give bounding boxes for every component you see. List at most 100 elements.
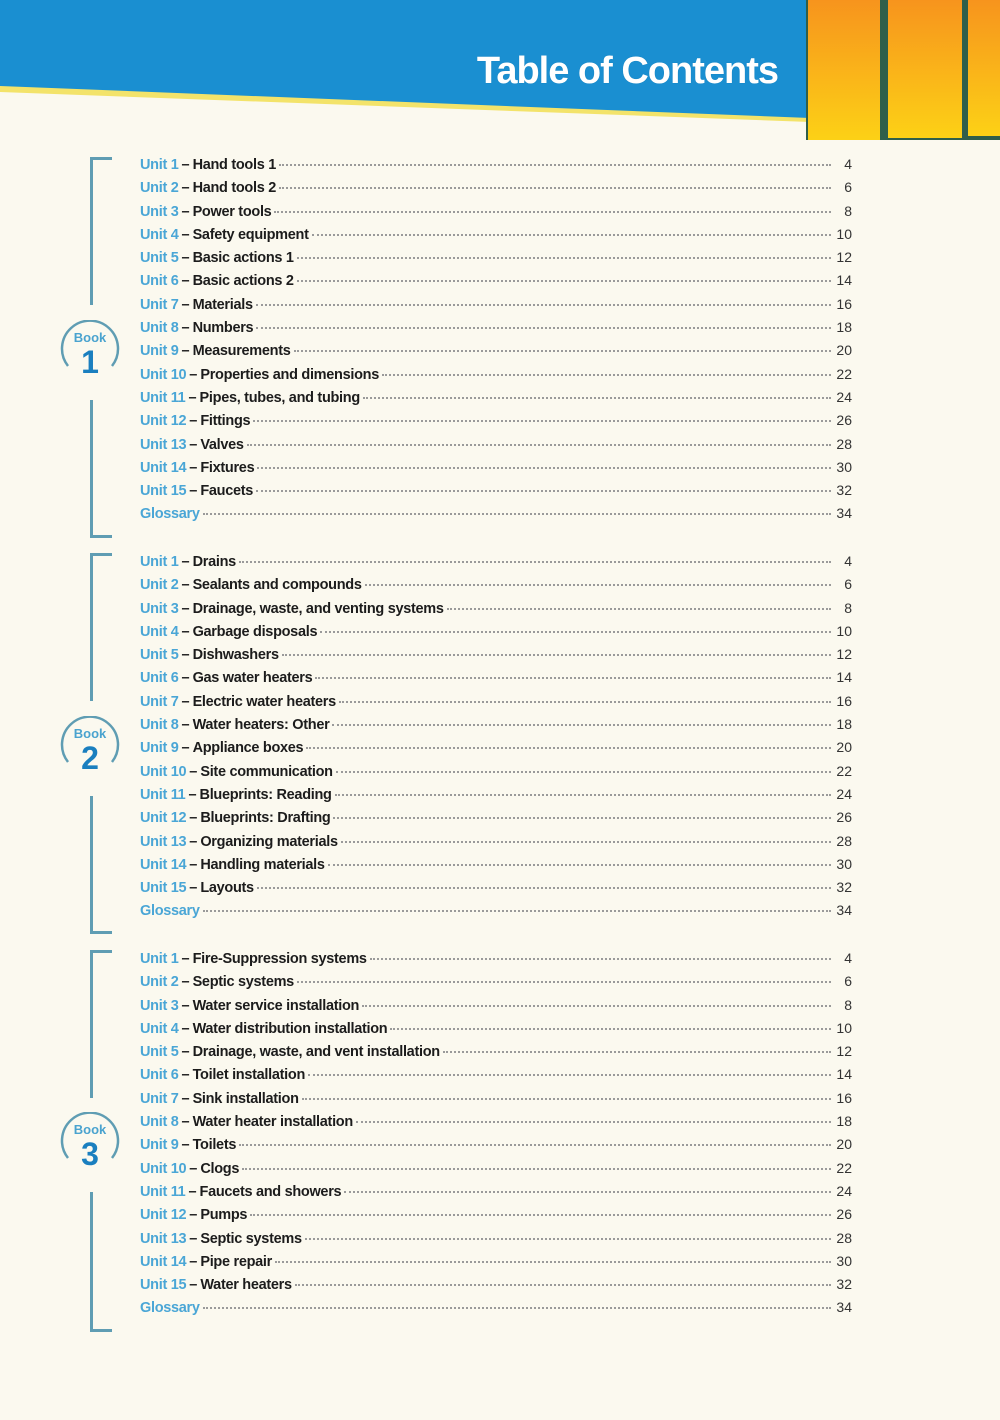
toc-entry[interactable]: Unit 12– Pumps 26 <box>140 1206 852 1224</box>
dot-leader <box>256 327 831 330</box>
toc-glossary[interactable]: Glossary 34 <box>140 1299 852 1317</box>
dot-leader <box>306 747 831 750</box>
dot-leader <box>257 466 831 469</box>
dot-leader <box>315 677 831 680</box>
toc-entry[interactable]: Unit 6– Toilet installation 14 <box>140 1066 852 1084</box>
page-title: Table of Contents <box>476 50 779 92</box>
dot-leader <box>327 863 831 866</box>
toc-entry[interactable]: Unit 14– Pipe repair 30 <box>140 1252 852 1270</box>
toc-entry[interactable]: Unit 3– Drainage, waste, and venting syst… <box>140 599 852 617</box>
book-bracket-bottom <box>90 796 112 934</box>
book-bracket-bottom <box>90 400 112 538</box>
toc-entry[interactable]: Unit 7– Materials 16 <box>140 295 852 313</box>
toc-entry[interactable]: Unit 7– Sink installation 16 <box>140 1089 852 1107</box>
toc-entry[interactable]: Unit 3– Power tools 8 <box>140 202 852 220</box>
toc-entry[interactable]: Unit 10– Clogs 22 <box>140 1159 852 1177</box>
toc-list: Unit 1– Drains 4 Unit 2– Sealants and compo… <box>140 553 852 926</box>
dot-leader <box>238 561 831 563</box>
toc-entry[interactable]: Unit 2– Septic systems 6 <box>140 973 852 991</box>
dot-leader <box>246 443 831 446</box>
dot-leader <box>304 1237 831 1240</box>
toc-entry[interactable]: Unit 8– Water heater installation 18 <box>140 1113 852 1131</box>
toc-entry[interactable]: Unit 11– Pipes, tubes, and tubing 24 <box>140 388 852 406</box>
toc-entry[interactable]: Unit 11– Faucets and showers 24 <box>140 1182 852 1200</box>
dot-leader <box>364 584 831 587</box>
toc-entry[interactable]: Unit 13– Valves 28 <box>140 435 852 453</box>
toc-glossary[interactable]: Glossary 34 <box>140 902 852 920</box>
toc-entry[interactable]: Unit 5– Drainage, waste, and vent install… <box>140 1043 852 1061</box>
dot-leader <box>202 1307 831 1310</box>
dot-leader <box>239 1144 831 1147</box>
dot-leader <box>253 420 831 423</box>
dot-leader <box>296 280 831 283</box>
dot-leader <box>320 630 831 633</box>
book-bracket-top <box>90 553 112 701</box>
toc-entry[interactable]: Unit 13– Organizing materials 28 <box>140 832 852 850</box>
circle-badge-icon <box>60 716 120 763</box>
dot-leader <box>369 958 831 960</box>
dot-leader <box>446 607 831 610</box>
dot-leader <box>294 1284 831 1287</box>
toc-entry[interactable]: Unit 9– Toilets 20 <box>140 1136 852 1154</box>
toc-entry[interactable]: Unit 3– Water service installation 8 <box>140 996 852 1014</box>
dot-leader <box>338 700 831 703</box>
toc-entry[interactable]: Unit 14– Handling materials 30 <box>140 855 852 873</box>
dot-leader <box>362 1004 831 1007</box>
toc-entry[interactable]: Unit 8– Numbers 18 <box>140 319 852 337</box>
dot-leader <box>311 233 831 236</box>
toc-entry[interactable]: Unit 5– Dishwashers 12 <box>140 646 852 664</box>
dot-leader <box>278 164 831 166</box>
toc-entry[interactable]: Unit 10– Properties and dimensions 22 <box>140 365 852 383</box>
circle-badge-icon <box>60 1112 120 1159</box>
dot-leader <box>278 187 831 190</box>
dot-leader <box>250 1214 831 1217</box>
toc-entry[interactable]: Unit 4– Water distribution installation 10 <box>140 1019 852 1037</box>
toc-entry[interactable]: Unit 15– Layouts 32 <box>140 879 852 897</box>
book-bracket-bottom <box>90 1192 112 1332</box>
toc-entry[interactable]: Unit 12– Blueprints: Drafting 26 <box>140 809 852 827</box>
dot-leader <box>242 1167 831 1170</box>
toc-entry[interactable]: Unit 14– Fixtures 30 <box>140 458 852 476</box>
dot-leader <box>274 210 831 213</box>
dot-leader <box>442 1051 831 1054</box>
toc-entry[interactable]: Unit 13– Septic systems 28 <box>140 1229 852 1247</box>
dot-leader <box>381 373 831 376</box>
toc-entry[interactable]: Unit 1– Drains 4 <box>140 553 852 570</box>
toc-entry[interactable]: Unit 6– Basic actions 2 14 <box>140 272 852 290</box>
dot-leader <box>202 513 831 516</box>
toc-entry[interactable]: Unit 7– Electric water heaters 16 <box>140 692 852 710</box>
book-bracket-top <box>90 950 112 1098</box>
toc-entry[interactable]: Unit 8– Water heaters: Other 18 <box>140 716 852 734</box>
book-bracket-top <box>90 157 112 305</box>
dot-leader <box>335 770 831 773</box>
dot-leader <box>308 1074 831 1077</box>
toc-entry[interactable]: Unit 15– Faucets 32 <box>140 482 852 500</box>
book-badge: Book 3 <box>58 1112 122 1176</box>
toc-entry[interactable]: Unit 11– Blueprints: Reading 24 <box>140 785 852 803</box>
toc-entry[interactable]: Unit 10– Site communication 22 <box>140 762 852 780</box>
dot-leader <box>340 840 831 843</box>
toc-list: Unit 1– Fire-Suppression systems 4 Unit 2–… <box>140 950 852 1323</box>
toc-entry[interactable]: Unit 6– Gas water heaters 14 <box>140 669 852 687</box>
toc-entry[interactable]: Unit 9– Measurements 20 <box>140 342 852 360</box>
toc-entry[interactable]: Unit 2– Sealants and compounds 6 <box>140 576 852 594</box>
toc-entry[interactable]: Unit 4– Garbage disposals 10 <box>140 622 852 640</box>
toc-entry[interactable]: Unit 4– Safety equipment 10 <box>140 225 852 243</box>
toc-entry[interactable]: Unit 1– Fire-Suppression systems 4 <box>140 950 852 967</box>
toc-glossary[interactable]: Glossary 34 <box>140 505 852 523</box>
toc-entry[interactable]: Unit 5– Basic actions 1 12 <box>140 249 852 267</box>
dot-leader <box>390 1027 831 1030</box>
circle-badge-icon <box>60 320 120 367</box>
book-badge: Book 2 <box>58 716 122 780</box>
dot-leader <box>281 654 831 657</box>
dot-leader <box>332 724 831 727</box>
dot-leader <box>334 793 831 796</box>
header-banner: Table of Contents <box>0 0 1000 150</box>
dot-leader <box>256 887 831 890</box>
toc-entry[interactable]: Unit 12– Fittings 26 <box>140 412 852 430</box>
toc-entry[interactable]: Unit 15– Water heaters 32 <box>140 1276 852 1294</box>
dot-leader <box>296 257 831 260</box>
toc-entry[interactable]: Unit 9– Appliance boxes 20 <box>140 739 852 757</box>
